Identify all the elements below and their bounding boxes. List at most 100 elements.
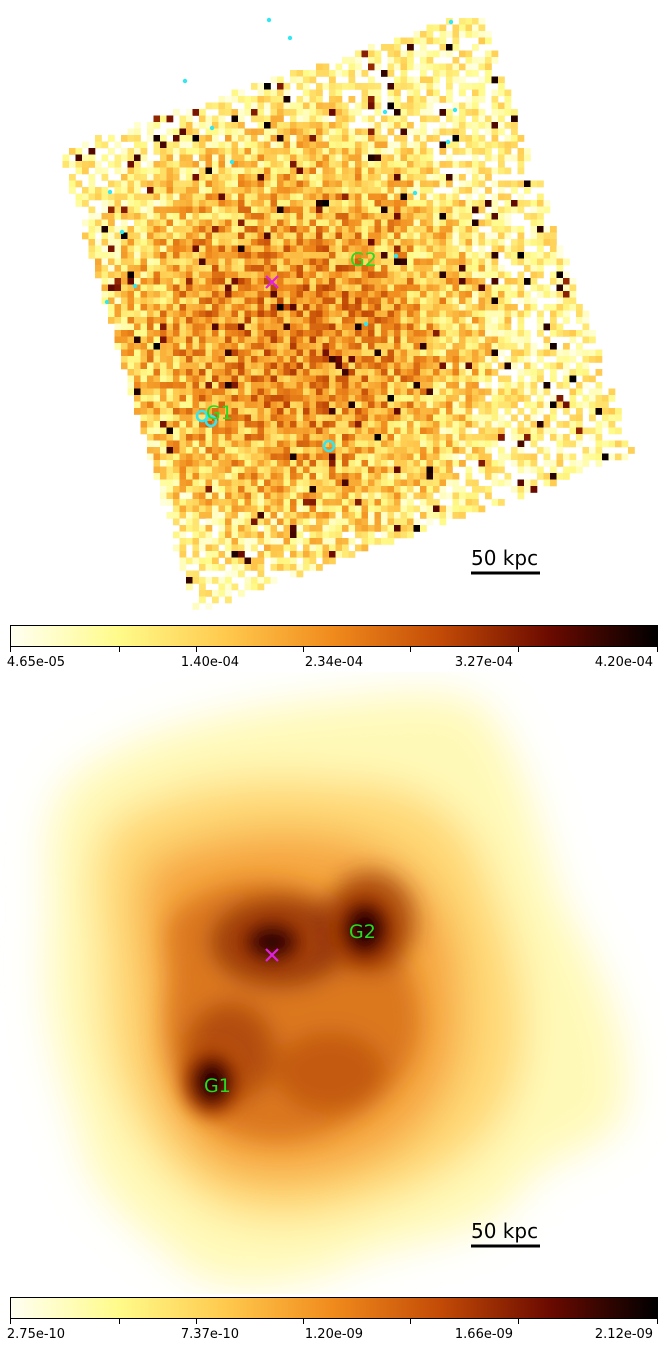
pixel — [173, 531, 180, 539]
pixel — [550, 323, 557, 331]
pixel — [238, 226, 245, 233]
pixel — [322, 265, 330, 272]
pixel — [420, 213, 427, 220]
pixel — [556, 278, 564, 285]
pixel — [465, 466, 473, 474]
pixel — [173, 180, 180, 188]
pixel — [199, 135, 206, 142]
pixel — [342, 486, 349, 493]
pixel — [491, 434, 499, 441]
pixel — [426, 76, 434, 84]
pixel — [290, 570, 297, 578]
pixel — [407, 304, 414, 311]
pixel — [361, 284, 369, 292]
pixel — [517, 440, 525, 448]
pixel — [361, 460, 369, 467]
pixel — [394, 479, 401, 487]
pixel — [153, 219, 161, 227]
pixel — [316, 265, 323, 272]
pixel — [550, 232, 557, 240]
pixel — [296, 284, 304, 292]
pixel — [121, 252, 128, 259]
pixel — [166, 466, 174, 474]
pixel — [407, 219, 414, 227]
pixel — [251, 83, 258, 90]
raw-xray-image: G1 G2 50 kpc — [62, 17, 635, 610]
pixel — [511, 135, 518, 142]
pixel — [478, 57, 486, 64]
pixel — [179, 284, 187, 292]
pixel — [173, 544, 180, 552]
pixel — [166, 141, 174, 149]
pixel — [491, 466, 499, 474]
pixel — [290, 213, 297, 220]
pixel — [348, 388, 356, 396]
pixel — [342, 427, 349, 435]
pixel — [550, 258, 557, 266]
pixel — [576, 427, 583, 435]
pixel — [134, 323, 141, 331]
pixel — [205, 239, 213, 246]
pixel — [368, 317, 375, 324]
pixel — [290, 356, 297, 363]
pixel — [355, 102, 362, 110]
pixel — [257, 440, 265, 448]
pixel — [303, 284, 310, 292]
pixel — [277, 239, 284, 246]
pixel — [322, 206, 330, 214]
pixel — [218, 492, 226, 500]
pixel — [394, 460, 401, 467]
pixel — [420, 154, 427, 162]
pixel — [283, 174, 291, 181]
pixel — [465, 265, 473, 272]
pixel — [335, 304, 343, 311]
pixel — [329, 284, 336, 292]
pixel — [296, 109, 304, 116]
pixel — [322, 213, 330, 220]
pixel — [225, 460, 232, 467]
pixel — [218, 187, 226, 194]
pixel — [121, 174, 128, 181]
pixel — [569, 453, 577, 461]
pixel — [491, 323, 499, 331]
pixel — [257, 479, 265, 487]
pixel — [491, 245, 499, 253]
pixel — [205, 193, 213, 201]
pixel — [231, 440, 239, 448]
pixel — [296, 473, 304, 480]
pixel — [433, 76, 440, 84]
pixel — [387, 226, 395, 233]
pixel — [426, 167, 434, 175]
pixel — [309, 135, 317, 142]
pixel — [231, 271, 239, 279]
pixel — [238, 310, 245, 318]
pixel — [153, 122, 161, 129]
pixel — [296, 538, 304, 545]
pixel — [309, 232, 317, 240]
pixel — [563, 310, 570, 318]
pixel — [511, 258, 518, 266]
pixel — [478, 180, 486, 188]
pixel — [296, 505, 304, 513]
pixel — [296, 460, 304, 467]
pixel — [251, 343, 258, 350]
pixel — [303, 304, 310, 311]
pixel — [309, 369, 317, 376]
pixel — [387, 239, 395, 246]
pixel — [244, 369, 252, 376]
pixel — [413, 323, 421, 331]
pixel — [160, 447, 167, 454]
pixel — [348, 499, 356, 506]
pixel — [166, 440, 174, 448]
pixel — [290, 252, 297, 259]
pixel — [472, 89, 479, 97]
pixel — [257, 453, 265, 461]
pixel — [290, 310, 297, 318]
pixel — [537, 434, 544, 441]
pixel — [413, 76, 421, 84]
pixel — [530, 362, 538, 370]
pixel — [387, 382, 395, 389]
pixel — [589, 330, 596, 337]
pixel — [511, 128, 518, 136]
pixel — [576, 310, 583, 318]
